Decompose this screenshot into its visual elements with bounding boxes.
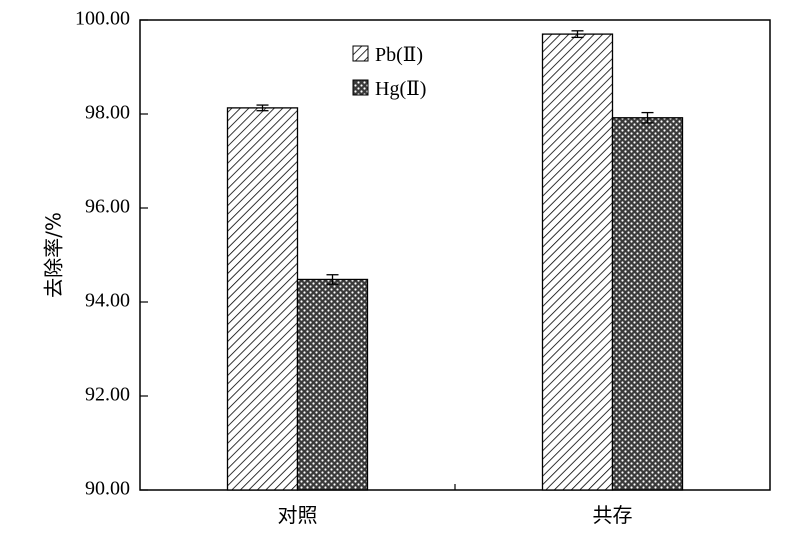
y-tick-label: 94.00 [85,290,130,312]
y-axis: 90.00 92.00 94.00 96.00 98.00 100.00 [75,8,148,500]
y-axis-label: 去除率/% [42,212,66,298]
legend: Pb(Ⅱ) Hg(Ⅱ) [352,44,426,100]
bar [541,33,614,491]
x-category-label: 共存 [593,503,633,527]
bar [296,278,369,491]
y-tick-label: 100.00 [75,8,130,30]
x-axis: 对照 共存 [278,484,633,527]
error-bars [256,30,654,285]
y-tick-label: 98.00 [85,102,130,124]
legend-label-pb: Pb(Ⅱ) [375,44,423,66]
legend-swatch-pb [352,45,369,62]
legend-label-hg: Hg(Ⅱ) [375,78,426,100]
x-category-label: 对照 [278,503,318,527]
y-tick-label: 92.00 [85,384,130,406]
bar [226,107,299,491]
y-tick-label: 96.00 [85,196,130,218]
legend-swatch-hg [352,79,369,96]
bar [611,117,684,491]
y-tick-label: 90.00 [85,478,130,500]
bars [226,33,684,491]
